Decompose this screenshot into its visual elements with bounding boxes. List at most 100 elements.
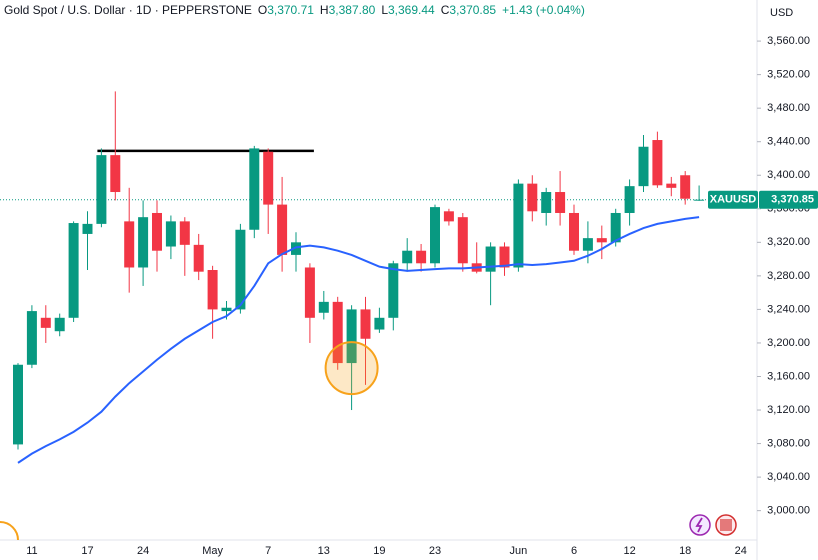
x-tick-label: 13 [318, 545, 330, 557]
decoration [0, 521, 19, 541]
candle-body [527, 183, 538, 212]
candle-body [332, 301, 343, 364]
candle-body [638, 146, 649, 187]
symbol-label: XAUUSD [710, 194, 757, 206]
ohlc-label: O [257, 3, 268, 17]
candle-body [416, 250, 427, 264]
candle-body [221, 307, 232, 312]
ohlc-label: L [381, 3, 388, 17]
x-tick-label: 11 [26, 545, 37, 557]
candle-body [652, 140, 663, 186]
x-tick-label: 23 [429, 545, 441, 557]
candle-body [26, 311, 37, 365]
candle-body [485, 246, 496, 272]
x-tick-label: 24 [735, 545, 747, 557]
x-tick-label: 12 [623, 545, 635, 557]
candle-body [68, 223, 79, 318]
candle-body [582, 238, 593, 251]
candle-body [318, 301, 329, 313]
y-tick-label: 3,040.00 [767, 471, 810, 483]
candle-body [360, 309, 371, 339]
candle-body [96, 155, 107, 224]
symbol-tag [708, 190, 758, 209]
y-tick-label: 3,120.00 [767, 404, 810, 416]
highlight-circle [324, 341, 379, 396]
x-tick-label: 24 [137, 545, 149, 557]
y-tick-label: 3,440.00 [767, 136, 810, 148]
ohlc-label: H [319, 3, 329, 17]
x-tick-label: 7 [265, 545, 271, 557]
candle-body [430, 207, 440, 264]
candle-body [277, 204, 288, 255]
y-tick-label: 3,560.00 [767, 35, 810, 47]
candle-body [680, 175, 691, 199]
y-tick-label: 3,080.00 [767, 437, 810, 449]
candle-body [13, 364, 23, 445]
candle-body [596, 238, 607, 243]
change: +1.43 (+0.04%) [502, 3, 585, 17]
y-tick-label: 3,400.00 [767, 169, 810, 181]
ohlc-label: C [440, 3, 450, 17]
y-tick-label: 3,160.00 [767, 370, 810, 382]
candle-body [235, 229, 246, 310]
candle-body [443, 211, 454, 222]
candle-body [82, 223, 93, 234]
ohlc-value: 3,369.44 [388, 3, 435, 17]
ohlc-value: 3,387.80 [328, 3, 376, 17]
icon[interactable] [689, 514, 711, 536]
icons [689, 514, 737, 536]
candle-body [624, 186, 635, 213]
ohlc-item: L 3,369.44 [381, 3, 434, 17]
candle-body [388, 263, 399, 318]
icon-glyph [695, 517, 703, 533]
ohlc-value: 3,370.71 [267, 3, 314, 17]
candle-body [304, 267, 315, 318]
x-tick-label: 6 [571, 545, 577, 557]
candle-body [555, 192, 566, 213]
candle-body [152, 212, 162, 251]
ohlc-item: H 3,387.80 [320, 3, 375, 17]
candle-body [666, 183, 677, 188]
x-tick-label: Jun [510, 545, 528, 557]
y-tick-label: 3,280.00 [767, 270, 810, 282]
x-tick-label: May [202, 545, 223, 557]
ohlc-item: O 3,370.71 [258, 3, 314, 17]
ohlc-value: 3,370.85 [449, 3, 497, 17]
candle-body [40, 317, 51, 328]
x-tick-label: 19 [373, 545, 385, 557]
candle-body [193, 244, 204, 272]
x-tick-label: 17 [81, 545, 93, 557]
candle-body [110, 155, 121, 193]
candle-body [694, 199, 705, 201]
candle-body [374, 317, 385, 330]
candle-body [541, 192, 552, 213]
header: Gold Spot / U.S. Dollar · 1D · PEPPERSTO… [4, 3, 585, 17]
candle-body [499, 246, 510, 268]
candle-body [402, 250, 413, 264]
y-tick-label: 3,200.00 [767, 337, 810, 349]
currency-label: USD [770, 7, 793, 19]
candle-body [513, 183, 524, 268]
y-tick-label: 3,480.00 [767, 102, 810, 114]
candle-body [165, 221, 176, 247]
candle-body [207, 270, 218, 310]
candle-body [179, 221, 190, 245]
ohlc-item: C 3,370.85 [441, 3, 496, 17]
candle-body [263, 151, 274, 205]
x-tick-label: 18 [679, 545, 691, 557]
y-tick-label: 3,320.00 [767, 236, 810, 248]
candle-body [124, 221, 135, 268]
candle-body [249, 148, 260, 230]
y-tick-label: 3,240.00 [767, 303, 810, 315]
y-tick-label: 3,520.00 [767, 69, 810, 81]
candle-body [346, 309, 357, 364]
title: Gold Spot / U.S. Dollar · 1D · PEPPERSTO… [4, 3, 252, 17]
candle-body [138, 217, 149, 268]
price-label: 3,370.85 [771, 194, 814, 206]
icon-glyph [720, 519, 732, 531]
candle-body [54, 317, 65, 332]
candle-body [291, 242, 301, 255]
price-tag [759, 190, 818, 209]
